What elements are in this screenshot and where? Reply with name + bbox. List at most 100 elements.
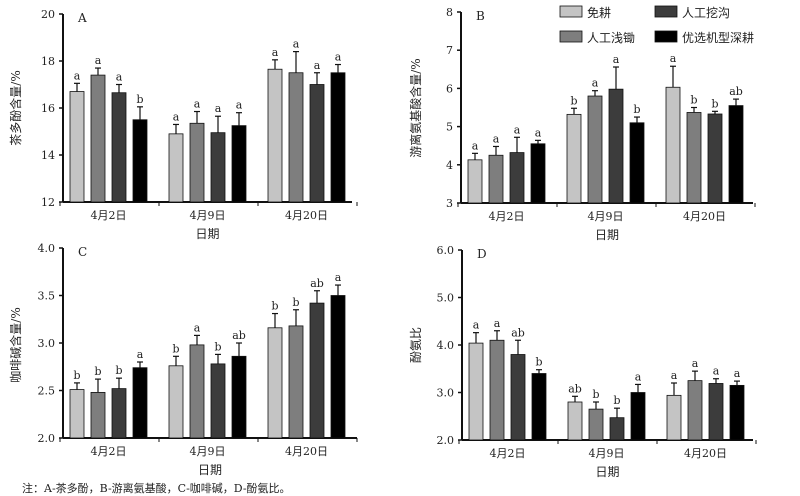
- y-tick-label: 12: [41, 196, 55, 209]
- legend-item: 优选机型深耕: [654, 30, 754, 45]
- y-tick-label: 2.0: [437, 434, 455, 447]
- significance-letter: b: [711, 97, 718, 110]
- bar: [231, 125, 247, 203]
- legend-label: 优选机型深耕: [682, 30, 754, 45]
- significance-letter: a: [335, 271, 342, 284]
- significance-letter: b: [115, 364, 122, 377]
- x-tick-label: 4月2日: [490, 447, 526, 460]
- bar: [330, 72, 346, 203]
- bar: [288, 325, 304, 439]
- bar: [189, 344, 205, 439]
- y-tick-label: 20: [41, 8, 55, 21]
- significance-letter: b: [214, 340, 221, 353]
- significance-letter: a: [272, 46, 279, 59]
- x-axis-label: 日期: [595, 465, 619, 479]
- bar: [630, 392, 646, 441]
- bar: [566, 113, 582, 204]
- significance-letter: a: [236, 99, 243, 112]
- y-tick-label: 6.0: [437, 244, 455, 257]
- x-tick-label: 4月2日: [91, 445, 127, 458]
- significance-letter: ab: [310, 277, 324, 290]
- x-tick-label: 4月9日: [588, 210, 624, 223]
- bar: [666, 394, 682, 441]
- panel-label: A: [77, 11, 87, 25]
- bar: [210, 132, 226, 203]
- significance-letter: a: [173, 110, 180, 123]
- significance-letter: a: [472, 139, 479, 152]
- bar: [489, 339, 505, 441]
- legend-item: 人工挖沟: [654, 5, 730, 20]
- x-tick-label: 4月20日: [683, 210, 726, 223]
- x-tick-label: 4月20日: [285, 209, 328, 222]
- bar: [309, 302, 325, 439]
- significance-letter: a: [194, 321, 201, 334]
- y-axis-label: 游离氨基酸含量/%: [408, 58, 423, 157]
- bar: [587, 95, 603, 204]
- bar: [69, 389, 85, 439]
- bar: [609, 417, 625, 441]
- panel-label: B: [476, 9, 485, 23]
- significance-letter: a: [74, 69, 81, 82]
- significance-letter: a: [592, 77, 599, 90]
- y-axis-label: 咖啡碱含量/%: [8, 307, 23, 382]
- x-tick-label: 4月9日: [190, 445, 226, 458]
- y-tick-label: 14: [41, 149, 55, 162]
- y-tick-label: 7: [446, 44, 453, 57]
- legend-swatch: [559, 5, 583, 18]
- y-axis-label: 茶多酚含量/%: [8, 70, 23, 145]
- y-tick-label: 3.0: [38, 337, 56, 350]
- bar: [708, 383, 724, 441]
- x-axis-label: 日期: [195, 227, 219, 241]
- x-tick-label: 4月20日: [285, 445, 328, 458]
- significance-letter: a: [137, 348, 144, 361]
- y-tick-label: 5: [446, 121, 453, 134]
- significance-letter: b: [613, 394, 620, 407]
- significance-letter: a: [215, 102, 222, 115]
- bar: [189, 122, 205, 203]
- legend-label: 人工挖沟: [682, 5, 730, 20]
- bar: [69, 91, 85, 203]
- significance-letter: b: [271, 300, 278, 313]
- bar: [588, 408, 604, 441]
- bar: [530, 143, 546, 204]
- bar: [468, 342, 484, 441]
- significance-letter: a: [535, 126, 542, 139]
- legend-label: 人工浅锄: [587, 31, 635, 45]
- significance-letter: b: [292, 296, 299, 309]
- bar: [330, 295, 346, 439]
- significance-letter: b: [73, 369, 80, 382]
- legend-item: 人工浅锄: [559, 30, 635, 45]
- significance-letter: b: [592, 388, 599, 401]
- y-tick-label: 3.0: [437, 387, 455, 400]
- bar: [90, 74, 106, 203]
- x-tick-label: 4月9日: [589, 447, 625, 460]
- y-tick-label: 4.0: [437, 339, 455, 352]
- legend-swatch: [654, 30, 678, 43]
- significance-letter: a: [671, 369, 678, 382]
- legend-label: 免耕: [587, 5, 611, 20]
- bar: [267, 68, 283, 203]
- bar: [608, 88, 624, 204]
- significance-letter: a: [473, 319, 480, 332]
- y-tick-label: 2.0: [38, 432, 56, 445]
- y-axis-label: 酚氨比: [409, 327, 423, 363]
- bar: [510, 354, 526, 441]
- significance-letter: a: [514, 123, 521, 136]
- bar: [132, 367, 148, 439]
- significance-letter: a: [194, 98, 201, 111]
- legend-swatch: [559, 30, 583, 43]
- significance-letter: b: [690, 94, 697, 107]
- significance-letter: b: [570, 94, 577, 107]
- bar: [210, 363, 226, 439]
- x-axis-label: 日期: [595, 228, 619, 242]
- bar: [687, 380, 703, 441]
- y-tick-label: 5.0: [437, 292, 455, 305]
- significance-letter: ab: [511, 326, 525, 339]
- x-tick-label: 4月9日: [190, 209, 226, 222]
- significance-letter: b: [172, 342, 179, 355]
